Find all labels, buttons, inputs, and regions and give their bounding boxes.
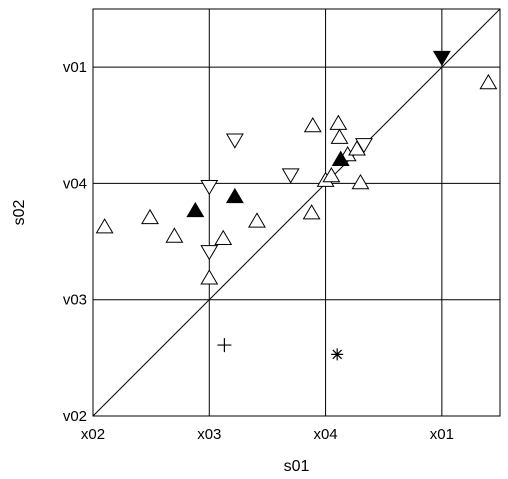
point-triangle-down-open-2 [225, 133, 244, 149]
point-triangle-up-open-0 [95, 218, 114, 234]
y-tick-label-0: v02 [63, 408, 87, 425]
point-triangle-up-open-4 [214, 229, 233, 246]
grid-lines [93, 9, 500, 416]
point-triangle-up-filled-0 [186, 201, 205, 218]
point-triangle-up-open-3 [200, 269, 219, 285]
tick-labels: x02 x03 x04 x01 v02 v03 v04 v01 [63, 59, 454, 443]
plot-frame [92, 8, 501, 417]
identity-line [92, 8, 501, 417]
point-triangle-up-filled-1 [225, 187, 244, 204]
data-points [95, 50, 498, 361]
x-tick-label-1: x03 [197, 426, 221, 443]
point-triangle-up-open-1 [141, 208, 159, 225]
point-triangle-down-filled-0 [432, 50, 451, 67]
point-triangle-down-open-4 [354, 138, 373, 154]
point-triangle-down-open-0 [200, 179, 219, 196]
point-triangle-up-open-15 [479, 73, 498, 90]
point-triangle-up-open-10 [329, 114, 348, 130]
point-triangle-up-open-8 [322, 166, 341, 183]
x-tick-label-3: x01 [430, 426, 454, 443]
x-tick-label-2: x04 [313, 426, 337, 443]
y-tick-label-1: v03 [63, 292, 87, 309]
y-tick-label-3: v01 [63, 59, 87, 76]
point-asterisk-0 [331, 348, 344, 361]
point-triangle-up-open-6 [302, 204, 321, 220]
x-axis-label: s01 [284, 458, 310, 475]
point-triangle-up-open-2 [165, 227, 184, 243]
y-axis-label: s02 [11, 200, 28, 226]
point-triangle-down-open-1 [200, 245, 219, 261]
point-plus-0 [217, 338, 232, 353]
point-triangle-up-open-14 [351, 173, 370, 190]
x-tick-label-0: x02 [81, 426, 105, 443]
point-triangle-down-open-3 [281, 168, 300, 184]
reference-line-layer [92, 8, 501, 417]
point-triangle-up-open-11 [330, 128, 349, 144]
y-tick-label-2: v04 [63, 175, 87, 192]
point-triangle-up-open-9 [303, 116, 322, 133]
point-triangle-up-open-5 [248, 212, 266, 228]
point-triangle-up-filled-2 [331, 150, 350, 166]
